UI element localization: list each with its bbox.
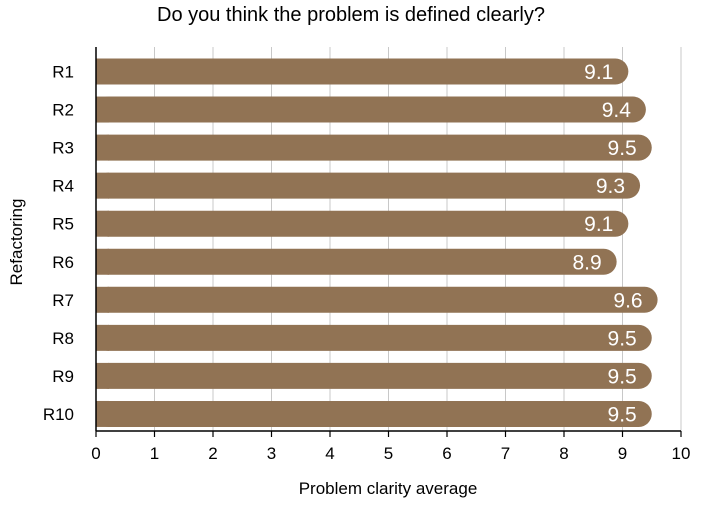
x-axis-title: Problem clarity average bbox=[299, 479, 478, 498]
data-label: 9.5 bbox=[608, 403, 637, 426]
category-label: R3 bbox=[52, 139, 74, 158]
bar-left-cap bbox=[96, 172, 109, 199]
x-tick-label: 6 bbox=[442, 444, 451, 463]
x-tick-label: 1 bbox=[150, 444, 159, 463]
data-label: 9.1 bbox=[584, 213, 613, 236]
category-label: R10 bbox=[43, 405, 74, 424]
x-tick-label: 10 bbox=[672, 444, 691, 463]
data-label: 9.3 bbox=[596, 175, 625, 198]
data-label: 9.5 bbox=[608, 327, 637, 350]
category-label: R9 bbox=[52, 367, 74, 386]
bar bbox=[96, 172, 641, 199]
bar bbox=[96, 362, 652, 389]
x-tick-label: 3 bbox=[267, 444, 276, 463]
category-label: R4 bbox=[52, 177, 74, 196]
bar-left-cap bbox=[96, 134, 109, 161]
bar-left-cap bbox=[96, 362, 109, 389]
bar bbox=[96, 324, 652, 351]
bar bbox=[96, 248, 617, 275]
y-axis-title: Refactoring bbox=[7, 199, 26, 286]
bar-left-cap bbox=[96, 58, 109, 85]
bar-left-cap bbox=[96, 96, 109, 123]
x-tick-label: 9 bbox=[618, 444, 627, 463]
axes: 0 1 2 3 4 5 6 7 8 9 10 R1 R2 R3 R4 R5 R6 R7 R8 R9 R10 bbox=[43, 47, 691, 463]
x-tick-label: 5 bbox=[384, 444, 393, 463]
bar bbox=[96, 134, 652, 161]
category-label: R6 bbox=[52, 253, 74, 272]
bars: 9.1 9.4 9.5 9.3 9.1 8.9 9.6 9.5 9.5 9.5 bbox=[96, 58, 658, 427]
x-tick-label: 2 bbox=[208, 444, 217, 463]
category-label: R1 bbox=[52, 63, 74, 82]
x-tick-label: 0 bbox=[91, 444, 100, 463]
data-label: 9.5 bbox=[608, 365, 637, 388]
bar bbox=[96, 400, 652, 427]
bar bbox=[96, 96, 646, 123]
category-label: R7 bbox=[52, 291, 74, 310]
data-label: 9.6 bbox=[613, 289, 642, 312]
category-label: R8 bbox=[52, 329, 74, 348]
chart-title: Do you think the problem is defined clea… bbox=[157, 4, 545, 26]
data-label: 9.4 bbox=[602, 99, 632, 122]
x-tick-label: 8 bbox=[559, 444, 568, 463]
bar bbox=[96, 210, 629, 237]
bar-left-cap bbox=[96, 400, 109, 427]
data-label: 9.1 bbox=[584, 61, 613, 84]
bar-left-cap bbox=[96, 286, 109, 313]
data-label: 9.5 bbox=[608, 137, 637, 160]
category-label: R2 bbox=[52, 101, 74, 120]
data-label: 8.9 bbox=[572, 251, 601, 274]
x-tick-label: 4 bbox=[325, 444, 334, 463]
bar-left-cap bbox=[96, 248, 109, 275]
bar-left-cap bbox=[96, 324, 109, 351]
category-label: R5 bbox=[52, 215, 74, 234]
x-tick-label: 7 bbox=[501, 444, 510, 463]
bar bbox=[96, 286, 658, 313]
bar-left-cap bbox=[96, 210, 109, 237]
bar bbox=[96, 58, 629, 85]
